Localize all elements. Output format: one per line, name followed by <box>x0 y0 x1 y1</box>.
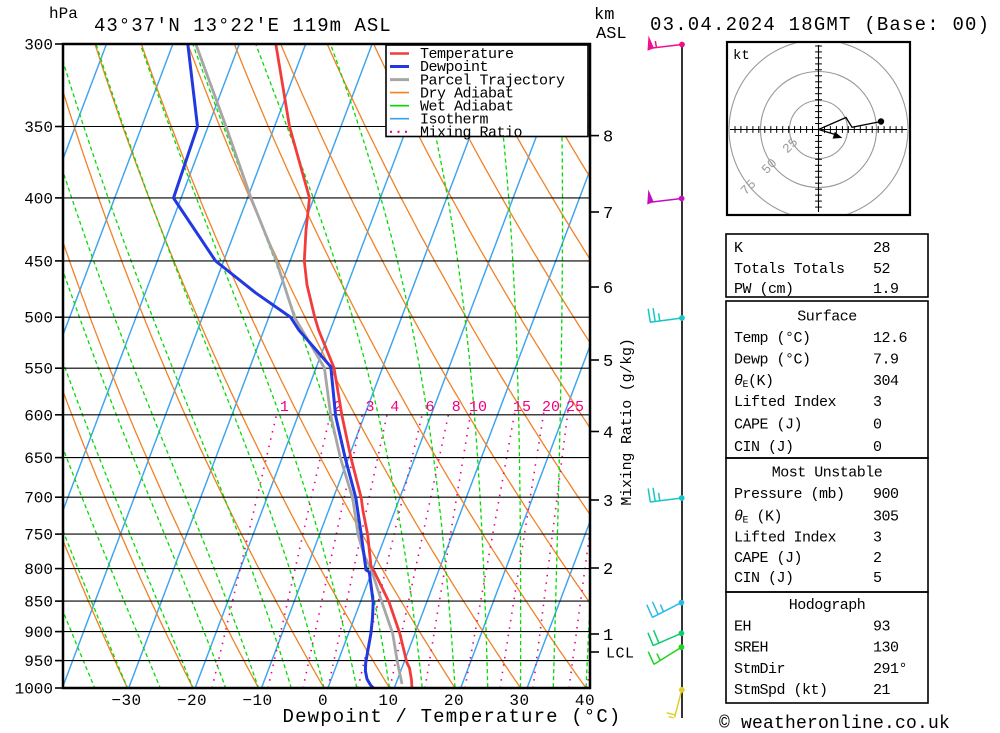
svg-text:03.04.2024 18GMT (Base: 00): 03.04.2024 18GMT (Base: 00) <box>650 14 990 36</box>
svg-text:550: 550 <box>24 361 53 379</box>
svg-text:Dewpoint: Dewpoint <box>420 59 488 76</box>
svg-text:400: 400 <box>24 190 53 208</box>
svg-text:hPa: hPa <box>49 5 78 23</box>
svg-text:−30: −30 <box>111 692 141 710</box>
svg-text:750: 750 <box>24 527 53 545</box>
svg-text:12.6: 12.6 <box>873 330 908 347</box>
svg-text:CIN (J): CIN (J) <box>734 570 794 587</box>
svg-text:PW (cm): PW (cm) <box>734 281 794 298</box>
svg-text:291°: 291° <box>873 661 907 678</box>
svg-text:52: 52 <box>873 261 890 278</box>
svg-text:−20: −20 <box>177 692 207 710</box>
svg-text:1.9: 1.9 <box>873 281 899 298</box>
svg-text:130: 130 <box>873 640 899 657</box>
svg-text:θE (K): θE (K) <box>734 508 782 526</box>
svg-text:−10: −10 <box>242 692 272 710</box>
svg-text:800: 800 <box>24 561 53 579</box>
svg-text:Parcel Trajectory: Parcel Trajectory <box>420 72 565 89</box>
svg-text:1: 1 <box>603 627 613 646</box>
svg-text:Lifted Index: Lifted Index <box>734 394 837 411</box>
svg-text:6: 6 <box>603 280 613 299</box>
svg-text:650: 650 <box>24 450 53 468</box>
svg-text:Pressure (mb): Pressure (mb) <box>734 486 845 503</box>
svg-text:5: 5 <box>873 570 882 587</box>
svg-text:2: 2 <box>333 399 342 416</box>
svg-text:6: 6 <box>425 399 434 416</box>
svg-text:Isotherm: Isotherm <box>420 111 489 128</box>
svg-text:4: 4 <box>390 399 399 416</box>
svg-text:850: 850 <box>24 594 53 612</box>
svg-text:K: K <box>734 240 743 257</box>
svg-text:900: 900 <box>873 486 899 503</box>
svg-text:43°37′N 13°22′E 119m ASL: 43°37′N 13°22′E 119m ASL <box>94 15 392 37</box>
svg-text:40: 40 <box>575 692 595 710</box>
svg-text:30: 30 <box>509 692 529 710</box>
svg-text:EH: EH <box>734 618 751 635</box>
svg-text:© weatheronline.co.uk: © weatheronline.co.uk <box>719 714 950 733</box>
svg-text:CAPE (J): CAPE (J) <box>734 550 802 567</box>
svg-text:CAPE (J): CAPE (J) <box>734 416 802 433</box>
svg-text:2: 2 <box>603 561 613 580</box>
svg-text:20: 20 <box>542 399 560 416</box>
svg-text:0: 0 <box>318 692 328 710</box>
svg-text:900: 900 <box>24 624 53 642</box>
svg-text:10: 10 <box>378 692 398 710</box>
svg-text:3: 3 <box>873 394 882 411</box>
svg-text:600: 600 <box>24 407 53 425</box>
svg-text:θE(K): θE(K) <box>734 373 774 391</box>
svg-text:500: 500 <box>24 310 53 328</box>
svg-text:93: 93 <box>873 618 891 635</box>
svg-text:CIN (J): CIN (J) <box>734 439 794 456</box>
svg-text:Temp (°C): Temp (°C) <box>734 330 811 347</box>
svg-text:ASL: ASL <box>596 25 627 44</box>
svg-text:8: 8 <box>603 129 613 148</box>
svg-text:300: 300 <box>24 37 53 55</box>
svg-text:3: 3 <box>603 493 613 512</box>
svg-text:Wet Adiabat: Wet Adiabat <box>420 98 514 115</box>
svg-text:Mixing Ratio: Mixing Ratio <box>420 125 523 142</box>
svg-text:10: 10 <box>469 399 487 416</box>
svg-text:4: 4 <box>603 425 613 444</box>
svg-text:SREH: SREH <box>734 640 768 657</box>
svg-text:5: 5 <box>603 353 613 372</box>
svg-text:Most Unstable: Most Unstable <box>772 465 883 482</box>
svg-text:950: 950 <box>24 653 53 671</box>
svg-text:StmSpd (kt): StmSpd (kt) <box>734 682 828 699</box>
svg-text:Surface: Surface <box>797 308 857 325</box>
svg-text:28: 28 <box>873 240 891 257</box>
svg-text:1000: 1000 <box>15 681 53 699</box>
svg-text:0: 0 <box>873 416 882 433</box>
svg-text:450: 450 <box>24 253 53 271</box>
svg-text:8: 8 <box>452 399 461 416</box>
svg-text:Mixing Ratio (g/kg): Mixing Ratio (g/kg) <box>619 338 636 505</box>
svg-text:7: 7 <box>603 205 613 224</box>
svg-text:25: 25 <box>566 399 584 416</box>
svg-text:km: km <box>594 6 614 25</box>
svg-text:Dry Adiabat: Dry Adiabat <box>420 85 514 102</box>
svg-text:21: 21 <box>873 682 891 699</box>
svg-text:Dewpoint / Temperature (°C): Dewpoint / Temperature (°C) <box>283 706 622 728</box>
svg-text:Dewp (°C): Dewp (°C) <box>734 352 811 369</box>
svg-text:304: 304 <box>873 373 899 390</box>
svg-text:Totals Totals: Totals Totals <box>734 261 845 278</box>
svg-text:350: 350 <box>24 119 53 137</box>
svg-text:7.9: 7.9 <box>873 352 899 369</box>
svg-text:kt: kt <box>733 48 750 64</box>
svg-text:Temperature: Temperature <box>420 46 514 63</box>
svg-text:305: 305 <box>873 508 899 525</box>
svg-text:2: 2 <box>873 550 882 567</box>
svg-text:3: 3 <box>365 399 374 416</box>
svg-text:0: 0 <box>873 439 882 456</box>
svg-text:Lifted Index: Lifted Index <box>734 530 837 547</box>
svg-text:3: 3 <box>873 530 882 547</box>
svg-text:LCL: LCL <box>606 646 635 663</box>
svg-text:1: 1 <box>280 399 289 416</box>
svg-text:Hodograph: Hodograph <box>789 597 866 614</box>
svg-text:15: 15 <box>513 399 531 416</box>
svg-text:700: 700 <box>24 490 53 508</box>
svg-text:20: 20 <box>444 692 464 710</box>
svg-text:StmDir: StmDir <box>734 661 785 678</box>
